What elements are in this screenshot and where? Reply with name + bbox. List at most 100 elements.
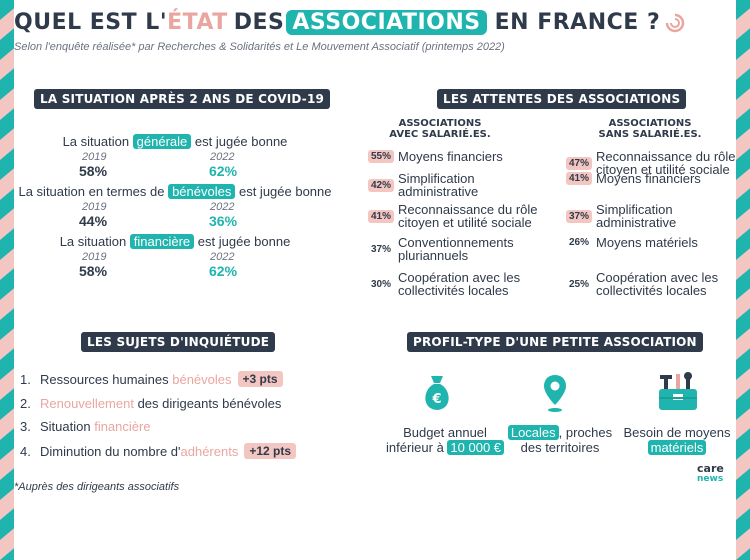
locales-line1-after: , proches — [558, 425, 613, 440]
left-border-stripes — [0, 0, 14, 560]
attente-label-line: Simplification — [596, 202, 673, 217]
attente-label: Reconnaissance du rôle citoyen et utilité… — [398, 203, 537, 229]
attente-item: 26% Moyens matériels — [566, 236, 698, 249]
covid-row-after: est jugée bonne — [194, 234, 291, 249]
attente-label-line: Simplification — [398, 171, 475, 186]
budget-keyword: 10 000 € — [447, 440, 505, 455]
covid-year-2022: 2022 — [210, 151, 235, 163]
money-bag-icon: € — [425, 376, 449, 410]
profil-budget: Budget annuel inférieur à 10 000 € — [355, 425, 535, 455]
attente-percent: 42% — [368, 178, 395, 192]
attente-label-line: Coopération avec les — [398, 270, 521, 285]
covid-row-text: La situation en termes de bénévoles est … — [0, 184, 350, 199]
covid-row-text: La situation générale est jugée bonne — [0, 134, 350, 149]
covid-row: La situation générale est jugée bonne — [0, 134, 350, 149]
covid-row-before: La situation en termes de — [18, 184, 169, 199]
concern-item: 2. Renouvellement des dirigeants bénévole… — [20, 396, 281, 411]
attente-label: Moyens financiers — [398, 150, 503, 163]
attente-label: Simplification administrative — [398, 172, 478, 198]
covid-year-2022: 2022 — [210, 251, 235, 263]
attente-label-line: Moyens matériels — [596, 235, 698, 250]
covid-value-2022: 62% — [209, 163, 238, 179]
attente-label-line: administrative — [398, 184, 479, 199]
attente-percent: 37% — [566, 209, 593, 223]
attente-item: 37% Simplification administrative — [566, 203, 676, 229]
title-part2: DES — [233, 10, 285, 35]
attente-label-line: Moyens financiers — [596, 171, 701, 186]
attente-percent: 30% — [371, 278, 392, 290]
attente-label-line: citoyen et utilité sociale — [596, 162, 730, 177]
materiels-line2: matériels — [607, 440, 747, 455]
profil-materiels: Besoin de moyens matériels — [607, 425, 747, 455]
svg-text:€: € — [431, 392, 441, 407]
covid-row: La situation en termes de bénévoles est … — [0, 184, 350, 199]
concern-text-part: financière — [94, 419, 151, 434]
attente-label: Coopération avec les collectivités locale… — [398, 271, 520, 297]
attente-label: Moyens matériels — [596, 236, 698, 249]
concern-text-part: adhérents — [180, 443, 239, 459]
profil-section-title: PROFIL-TYPE D'UNE PETITE ASSOCIATION — [407, 332, 703, 352]
attente-label: Simplification administrative — [596, 203, 676, 229]
concern-text-part: Situation — [40, 419, 95, 434]
concern-text-part: Renouvellement — [40, 396, 134, 411]
attente-percent: 55% — [368, 150, 395, 163]
attente-percent: 26% — [569, 237, 590, 248]
attente-percent: 25% — [569, 278, 590, 290]
attente-label: Moyens financiers — [596, 172, 701, 185]
concern-number: 4. — [20, 443, 31, 459]
tools-icon — [659, 372, 697, 410]
attente-item: 25% Coopération avec les collectivités loc… — [566, 271, 718, 297]
locales-keyword: Locales — [507, 425, 559, 440]
covid-year-2019: 2019 — [82, 151, 107, 163]
concern-text-part: Diminution du nombre d' — [40, 443, 181, 459]
attente-item: 55% Moyens financiers — [368, 150, 503, 163]
location-pin-icon — [544, 375, 566, 412]
covid-row-keyword: bénévoles — [168, 184, 236, 199]
covid-row: La situation financière est jugée bonne — [0, 234, 350, 249]
attente-label-line: Moyens financiers — [398, 149, 503, 164]
attente-percent: 41% — [368, 209, 395, 223]
concern-text-part: Ressources humaines — [40, 371, 173, 387]
col-head-avec-salaries: ASSOCIATIONS AVEC SALARIÉ.ES. — [365, 118, 515, 140]
covid-value-2019: 58% — [79, 263, 108, 279]
attente-item: 37% Conventionnements pluriannuels — [368, 236, 514, 262]
page-title: QUEL EST L' ÉTAT DES ASSOCIATIONS EN FRA… — [14, 10, 736, 35]
col-head-sans-salaries: ASSOCIATIONS SANS SALARIÉ.ES. — [575, 118, 725, 140]
covid-value-2019: 58% — [79, 163, 108, 179]
attente-label-line: Reconnaissance du rôle — [398, 202, 538, 217]
attente-percent: 47% — [566, 156, 593, 170]
col1-head-line1: ASSOCIATIONS — [398, 118, 482, 129]
concern-item: 3. Situation financière — [20, 419, 151, 434]
concern-number: 1. — [20, 371, 31, 387]
attente-label-line: citoyen et utilité sociale — [398, 215, 532, 230]
covid-row-after: est jugée bonne — [191, 134, 288, 149]
concern-item: 4. Diminution du nombre d'adhérents +12 pt… — [20, 443, 297, 459]
profil-locales: Locales, proches des territoires — [485, 425, 635, 455]
covid-section-title: LA SITUATION APRÈS 2 ANS DE COVID-19 — [34, 89, 331, 109]
materiels-keyword: matériels — [647, 440, 707, 455]
attente-item: 41% Moyens financiers — [566, 172, 701, 185]
covid-row-before: La situation — [62, 134, 133, 149]
logo-line1: care — [697, 462, 724, 475]
logo-line2: news — [697, 474, 724, 484]
budget-line1: Budget annuel — [403, 425, 487, 440]
title-pink: ÉTAT — [167, 10, 228, 35]
covid-value-2022: 36% — [209, 213, 238, 229]
attente-label: Conventionnements pluriannuels — [398, 236, 514, 262]
col2-head-line2: SANS SALARIÉ.ES. — [598, 129, 702, 140]
page-subtitle: Selon l'enquête réalisée* par Recherches… — [14, 41, 505, 53]
col2-head-line1: ASSOCIATIONS — [608, 118, 692, 129]
covid-year-2019: 2019 — [82, 251, 107, 263]
covid-row-keyword: générale — [132, 134, 192, 149]
covid-year-2019: 2019 — [82, 201, 107, 213]
attente-item: 30% Coopération avec les collectivités loc… — [368, 271, 520, 297]
spiral-icon — [665, 13, 685, 32]
sujets-section-title: LES SUJETS D'INQUIÉTUDE — [81, 332, 276, 352]
concern-item: 1. Ressources humaines bénévoles +3 pts — [20, 371, 283, 387]
concern-text-part: des dirigeants bénévoles — [133, 396, 282, 411]
covid-row-text: La situation financière est jugée bonne — [0, 234, 350, 249]
header: QUEL EST L' ÉTAT DES ASSOCIATIONS EN FRA… — [14, 10, 736, 53]
covid-value-2022: 62% — [209, 263, 238, 279]
attente-label-line: Reconnaissance du rôle — [596, 149, 736, 164]
attente-label-line: collectivités locales — [398, 283, 509, 298]
